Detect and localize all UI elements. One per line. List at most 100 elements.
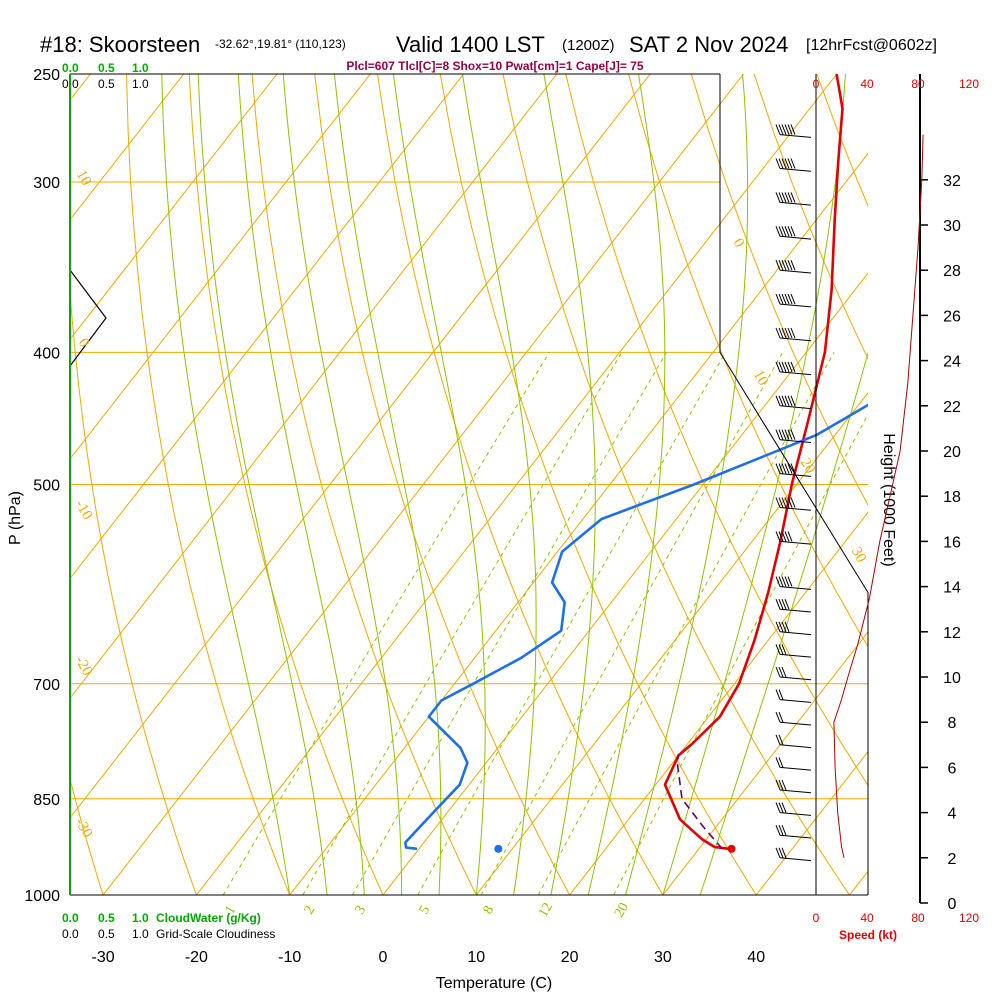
cloudiness-top-tick: 1.0 <box>132 77 149 91</box>
wind-barb-shaft <box>779 168 812 172</box>
wind-barb-feather <box>775 576 781 587</box>
wind-barb-feather <box>787 124 793 135</box>
isotherm-line <box>70 74 651 819</box>
temperature-tick-label: 0 <box>379 949 388 966</box>
wind-barb-shaft <box>779 834 812 839</box>
isotherm-label: 20 <box>797 456 818 477</box>
wind-barb <box>775 802 812 816</box>
wind-barb-feather <box>778 192 784 203</box>
wind-barb-feather <box>778 779 784 791</box>
wind-barb <box>775 463 812 477</box>
wind-barb-feather <box>787 226 793 237</box>
cloud-water-top-tick: 0.5 <box>98 61 115 75</box>
cloud-water-top-tick: 0.0 <box>62 61 79 75</box>
wind-barb-feather <box>775 689 781 700</box>
wind-barb-feather <box>790 293 796 305</box>
wind-barb <box>775 293 812 308</box>
wind-barb-shaft <box>779 439 812 443</box>
moist-adiabat-line <box>543 74 596 895</box>
wind-barb-feather <box>781 847 787 858</box>
wind-barb-feather <box>787 260 793 271</box>
wind-barb-feather <box>775 327 781 339</box>
wind-barb-feather <box>787 361 793 373</box>
wind-barb-shaft <box>779 631 812 636</box>
height-tick-label: 22 <box>943 399 961 416</box>
wind-barb <box>775 847 812 862</box>
moist-adiabat-line <box>161 74 291 895</box>
wind-barb-feather <box>787 497 793 508</box>
pressure-tick-label: 500 <box>33 478 60 495</box>
stability-indices: Plcl=607 Tlcl[C]=8 Shox=10 Pwat[cm]=1 Ca… <box>346 59 643 73</box>
temperature-profile-line <box>663 74 844 851</box>
dry-adiabat-line <box>0 74 10 895</box>
wind-barb <box>775 260 812 274</box>
temperature-tick-label: 10 <box>467 949 485 966</box>
height-tick-label: 8 <box>948 715 957 732</box>
wind-barb-shaft <box>779 134 812 138</box>
wind-barb-feather <box>781 260 787 271</box>
height-tick-label: 12 <box>943 625 961 642</box>
mixing-ratio-line <box>613 413 868 895</box>
wind-barb-shaft <box>779 473 812 477</box>
wind-barb-feather <box>781 293 787 305</box>
wind-barb-feather <box>781 825 787 836</box>
wind-barb-feather <box>790 158 796 169</box>
forecast-run: [12hrFcst@0602z] <box>806 37 937 54</box>
wind-barb-feather <box>781 531 787 542</box>
wind-barb-feather <box>775 644 781 655</box>
dry-adiabat-line <box>314 74 571 895</box>
wind-barb-shaft <box>779 766 812 771</box>
wind-barb-feather <box>775 712 781 723</box>
height-tick-label: 4 <box>948 806 957 823</box>
cloud-water-bottom-tick: 1.0 <box>132 911 149 925</box>
wind-barb-feather <box>784 327 790 339</box>
wind-barb-shaft <box>779 540 812 545</box>
wind-barb-feather <box>781 599 787 610</box>
wind-barb-feather <box>787 576 793 587</box>
mixing-ratio-line <box>222 352 550 895</box>
wind-barb-feather <box>778 497 784 508</box>
height-tick-label: 18 <box>943 489 961 506</box>
wind-barb <box>775 158 812 172</box>
wind-barb-feather <box>784 463 790 474</box>
speed-bottom-tick: 0 <box>813 911 820 925</box>
wind-barb-shaft <box>779 586 812 590</box>
dry-adiabat-line <box>502 74 850 895</box>
isotherm-line <box>70 74 464 580</box>
cloudiness-bottom-tick: 0.5 <box>98 927 115 941</box>
forecast-date: SAT 2 Nov 2024 <box>629 32 788 57</box>
wind-barb-shaft <box>779 507 812 511</box>
wind-barb-feather <box>778 293 784 305</box>
wind-barb-feather <box>784 395 790 406</box>
wind-barb <box>775 621 812 636</box>
wind-barb-feather <box>781 666 787 678</box>
dewpoint-profile-line <box>404 403 868 851</box>
height-tick-label: 32 <box>943 173 961 190</box>
wind-barb-shaft <box>779 789 812 794</box>
dry-adiabat-line <box>690 74 868 507</box>
height-tick-label: 24 <box>943 354 961 371</box>
wind-barb-feather <box>775 429 781 440</box>
wind-barb-feather <box>778 260 784 271</box>
mixing-ratio-line <box>417 352 727 895</box>
wind-barb-feather <box>790 429 796 440</box>
dry-adiabat-line <box>70 283 197 895</box>
speed-top-tick: 120 <box>959 77 979 91</box>
pressure-tick-label: 850 <box>33 792 60 809</box>
wind-barb-feather <box>790 124 796 135</box>
wind-barb-feather <box>784 226 790 237</box>
wind-barb-feather <box>778 599 784 610</box>
wind-barb-feather <box>784 429 790 440</box>
isotherm-line <box>196 74 838 895</box>
thermodynamic-grid <box>0 74 868 895</box>
cloudiness-bottom-tick: 0.0 <box>62 927 79 941</box>
isotherm-label: -30 <box>72 815 96 840</box>
wind-barb <box>775 531 812 545</box>
cloud-water-bottom-tick: 0.0 <box>62 911 79 925</box>
isotherm-label: 10 <box>750 368 771 389</box>
isotherm-line <box>849 870 868 895</box>
wind-barb-feather <box>784 158 790 169</box>
wind-barb-feather <box>787 192 793 203</box>
surface-dewpoint-point <box>494 844 503 853</box>
wind-barb-feather <box>784 361 790 373</box>
